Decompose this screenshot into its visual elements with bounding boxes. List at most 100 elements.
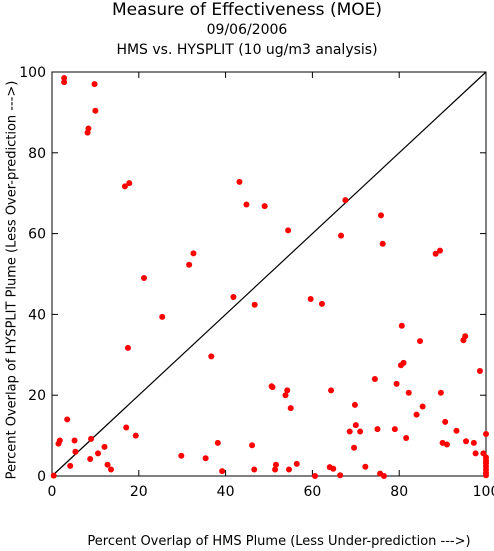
data-point <box>377 212 384 219</box>
y-tick-label: 100 <box>19 65 46 81</box>
y-tick-label: 40 <box>28 307 46 323</box>
data-point <box>85 125 92 132</box>
data-point <box>403 435 410 442</box>
data-point <box>476 367 483 374</box>
y-tick-label: 60 <box>28 227 46 243</box>
data-point <box>419 403 426 410</box>
data-point <box>379 240 386 247</box>
data-points <box>50 75 489 479</box>
data-point <box>72 448 79 455</box>
y-axis-label: Percent Overlap of HYSPLIT Plume (Less O… <box>5 81 20 480</box>
data-point <box>413 411 420 418</box>
data-point <box>374 426 381 433</box>
chart-title: Measure of Effectiveness (MOE) <box>111 0 383 20</box>
data-point <box>362 463 369 470</box>
data-point <box>351 444 358 451</box>
y-tick-label: 0 <box>37 469 46 485</box>
data-point <box>285 466 292 473</box>
data-point <box>101 443 108 450</box>
data-point <box>328 387 335 394</box>
data-point <box>121 183 128 190</box>
y-tick-label: 80 <box>28 146 46 162</box>
data-point <box>186 261 193 268</box>
data-point <box>251 466 258 473</box>
data-point <box>346 428 353 435</box>
data-point <box>159 313 166 320</box>
data-point <box>470 439 477 446</box>
data-point <box>202 455 209 462</box>
data-point <box>124 344 131 351</box>
data-point <box>400 359 407 366</box>
data-point <box>432 250 439 257</box>
data-point <box>352 422 359 429</box>
data-point <box>342 197 349 204</box>
data-point <box>87 456 94 463</box>
data-point <box>230 294 237 301</box>
data-point <box>437 389 444 396</box>
data-point <box>398 322 405 329</box>
data-point <box>91 81 98 88</box>
data-point <box>249 442 256 449</box>
data-point <box>56 437 63 444</box>
data-point <box>178 452 185 459</box>
axis-ticks: 0 20 40 60 80 100 0 20 40 60 80 100 <box>19 65 494 500</box>
data-point <box>463 438 470 445</box>
data-point <box>236 178 243 185</box>
x-tick-label: 0 <box>48 484 57 500</box>
data-point <box>64 416 71 423</box>
data-point <box>67 462 74 469</box>
data-point <box>442 418 449 425</box>
data-point <box>443 441 450 448</box>
data-point <box>371 376 378 383</box>
data-point <box>50 472 57 479</box>
data-point <box>472 450 479 457</box>
data-point <box>61 79 68 86</box>
data-point <box>190 250 197 257</box>
data-point <box>141 275 148 282</box>
data-point <box>208 353 215 360</box>
data-point <box>132 432 139 439</box>
data-point <box>417 338 424 345</box>
x-tick-label: 80 <box>390 484 408 500</box>
data-point <box>123 424 130 431</box>
data-point <box>108 466 115 473</box>
data-point <box>293 460 300 467</box>
y-tick-label: 20 <box>28 388 46 404</box>
data-point <box>318 300 325 307</box>
data-point <box>284 387 291 394</box>
x-tick-label: 20 <box>130 484 148 500</box>
data-point <box>287 405 294 412</box>
x-tick-label: 60 <box>303 484 321 500</box>
data-point <box>285 227 292 234</box>
data-point <box>126 180 133 187</box>
data-point <box>243 201 250 208</box>
data-point <box>214 439 221 446</box>
x-tick-label: 100 <box>473 484 494 500</box>
data-point <box>307 296 314 303</box>
data-point <box>71 437 78 444</box>
data-point <box>391 426 398 433</box>
chart-subtitle: HMS vs. HYSPLIT (10 ug/m3 analysis) <box>116 42 378 58</box>
data-point <box>483 430 489 437</box>
data-point <box>453 427 460 434</box>
data-point <box>95 450 102 457</box>
data-point <box>92 107 99 114</box>
data-point <box>312 473 319 479</box>
x-axis-label: Percent Overlap of HMS Plume (Less Under… <box>87 534 470 549</box>
data-point <box>104 461 111 468</box>
diagonal-line <box>51 71 487 477</box>
data-point <box>436 247 443 254</box>
data-point <box>405 389 412 396</box>
data-point <box>269 384 276 391</box>
data-point <box>381 473 388 479</box>
x-tick-label: 40 <box>217 484 235 500</box>
data-point <box>282 392 289 399</box>
plot-frame <box>51 71 487 477</box>
chart-date: 09/06/2006 <box>206 22 288 38</box>
data-point <box>261 203 268 210</box>
data-point <box>337 472 344 479</box>
data-point <box>219 468 226 475</box>
data-point <box>338 232 345 239</box>
data-point <box>272 466 279 473</box>
